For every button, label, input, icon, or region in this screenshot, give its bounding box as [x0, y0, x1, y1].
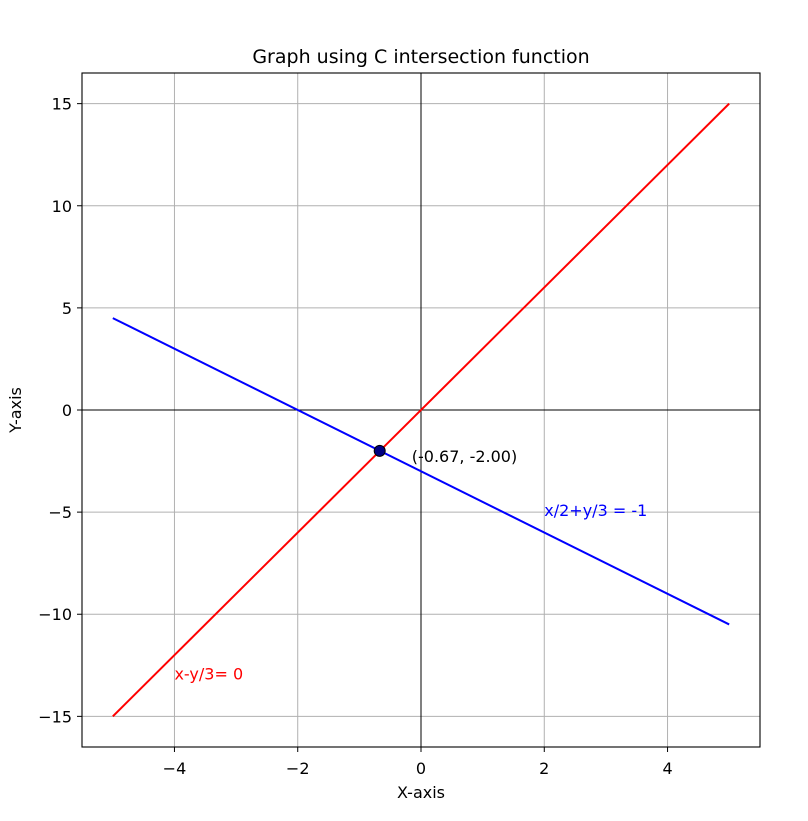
x-tick-label: 0: [416, 759, 426, 778]
x-tick-label: 2: [539, 759, 549, 778]
x-tick-label: −4: [163, 759, 187, 778]
y-tick-label: 10: [52, 197, 72, 216]
annotation-text: x-y/3= 0: [174, 664, 243, 683]
ticks: −4 −2 0 2 4 −15 −10 −5 0 5 10 15: [38, 95, 672, 778]
y-tick-label: 5: [62, 299, 72, 318]
annotations: (-0.67, -2.00) x/2+y/3 = -1 x-y/3= 0: [174, 447, 647, 684]
annotation-text: x/2+y/3 = -1: [544, 501, 647, 520]
y-tick-label: 0: [62, 401, 72, 420]
intersection-point: [373, 444, 386, 457]
y-axis-label: Y-axis: [6, 387, 25, 434]
chart-title: Graph using C intersection function: [252, 46, 589, 68]
y-tick-label: −5: [48, 503, 72, 522]
x-axis-label: X-axis: [397, 783, 445, 802]
x-tick-label: −2: [286, 759, 310, 778]
y-tick-label: −10: [38, 605, 72, 624]
y-tick-label: 15: [52, 95, 72, 114]
y-tick-label: −15: [38, 707, 72, 726]
x-tick-label: 4: [662, 759, 672, 778]
series-line-0: [112, 102, 730, 718]
annotation-text: (-0.67, -2.00): [412, 447, 517, 466]
series-lines: [112, 102, 730, 718]
intersection-marker: [373, 444, 386, 457]
series-line-1: [112, 317, 730, 626]
